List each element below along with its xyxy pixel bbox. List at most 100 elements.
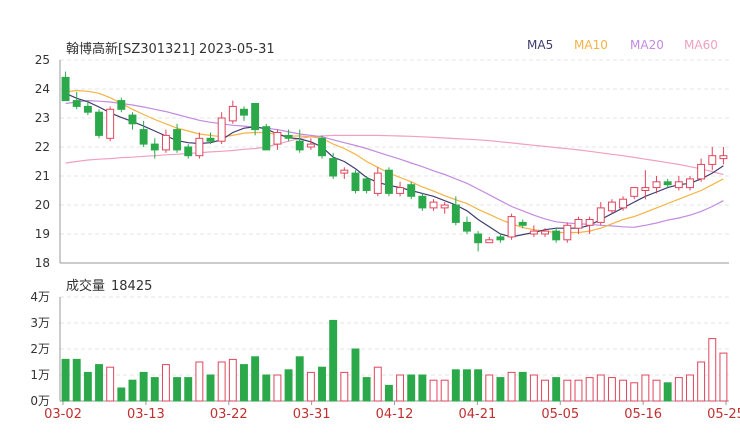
volume-bar (228, 358, 237, 402)
volume-bar (195, 361, 204, 402)
candle-body (318, 137, 326, 157)
x-tick-label: 03-22 (210, 407, 248, 422)
candle-body (373, 172, 382, 194)
volume-bar (128, 379, 137, 402)
volume-bar (95, 364, 103, 402)
price-tick-label: 20 (35, 198, 50, 212)
volume-tick-label: 4万 (30, 290, 50, 304)
volume-tick-label: 0万 (30, 394, 50, 408)
ma10-line (65, 89, 724, 234)
candle-body (463, 221, 471, 232)
volume-tick-label: 1万 (30, 368, 50, 382)
volume-bar (674, 377, 683, 402)
x-tick-label: 04-21 (458, 407, 496, 422)
volume-bar (596, 374, 605, 402)
candle-body (139, 129, 148, 145)
candle-body (686, 178, 694, 189)
candle-body (117, 100, 126, 110)
candle-body (563, 224, 572, 241)
volume-bar (686, 374, 694, 402)
volume-bar (184, 377, 193, 402)
volume-bar (407, 374, 416, 402)
candle-body (697, 163, 706, 180)
candle-body (607, 201, 616, 212)
volume-label: 成交量 (66, 279, 106, 294)
candle-body (630, 187, 639, 197)
candle-body (362, 178, 371, 191)
price-tick-label: 24 (35, 82, 50, 96)
volume-bar (585, 377, 594, 402)
volume-bar (106, 366, 115, 402)
volume-bar (139, 371, 148, 402)
volume-bar (719, 352, 728, 402)
volume-bar (619, 379, 628, 402)
candle-body (418, 195, 427, 209)
candle-body (507, 216, 516, 238)
price-tick-label: 25 (35, 53, 50, 67)
volume-bar (284, 369, 293, 402)
ma60-line (65, 134, 724, 176)
volume-bar (630, 382, 639, 402)
candle-body (228, 105, 237, 122)
volume-bar (474, 369, 483, 402)
x-tick-label: 05-16 (624, 407, 662, 422)
volume-bar (652, 379, 661, 402)
candle-body (251, 103, 260, 131)
volume-bar (72, 358, 81, 402)
volume-bar (83, 371, 92, 402)
candle-body (440, 204, 449, 209)
x-tick-label: 03-13 (127, 407, 165, 422)
volume-tick-label: 2万 (30, 342, 50, 356)
candle-body (429, 201, 438, 209)
ma20-line (65, 99, 724, 228)
candle-body (719, 155, 728, 160)
volume-value: 18425 (111, 279, 153, 294)
candle-body (106, 108, 115, 139)
candle-body (663, 181, 672, 186)
candle-body (518, 221, 527, 226)
x-tick-label: 04-12 (376, 407, 414, 422)
volume-bar (396, 374, 405, 402)
candle-body (161, 134, 170, 151)
volume-label-row: 成交量 18425 (66, 275, 158, 294)
candle-body (329, 158, 338, 177)
candle-body (585, 219, 594, 226)
volume-bar (295, 356, 304, 402)
candle-body (396, 187, 405, 194)
price-tick-label: 23 (35, 111, 50, 125)
volume-bar (496, 377, 505, 402)
volume-bar (273, 374, 282, 402)
legend-ma5: MA5 (527, 38, 554, 52)
candle-body (284, 134, 293, 139)
candle-body (407, 184, 416, 197)
candle-body (295, 140, 304, 151)
volume-bar (607, 377, 616, 402)
legend-ma20: MA20 (630, 38, 664, 52)
volume-bar (563, 379, 572, 402)
volume-bar (708, 338, 717, 402)
candle-body (451, 204, 460, 223)
candle-body (72, 100, 81, 107)
price-tick-label: 19 (35, 227, 50, 241)
volume-bar (697, 361, 706, 402)
volume-bar (529, 374, 538, 402)
candle-body (206, 137, 215, 142)
candle-body (652, 181, 661, 189)
legend-ma10: MA10 (574, 38, 608, 52)
candle-body (217, 117, 226, 142)
volume-bar (117, 387, 126, 402)
price-tick-label: 21 (35, 169, 50, 183)
chart-title: 翰博高新[SZ301321] 2023-05-31 (66, 42, 275, 57)
volume-bar (161, 364, 170, 402)
candle-body (619, 198, 628, 209)
volume-bar (574, 379, 583, 402)
candle-body (240, 108, 248, 116)
volume-bar (240, 364, 248, 402)
candle-body (351, 172, 360, 192)
volume-bar (429, 379, 438, 402)
volume-bar (641, 374, 650, 402)
volume-bar (518, 371, 527, 402)
candle-body (128, 114, 137, 125)
x-tick-label: 05-05 (541, 407, 579, 422)
